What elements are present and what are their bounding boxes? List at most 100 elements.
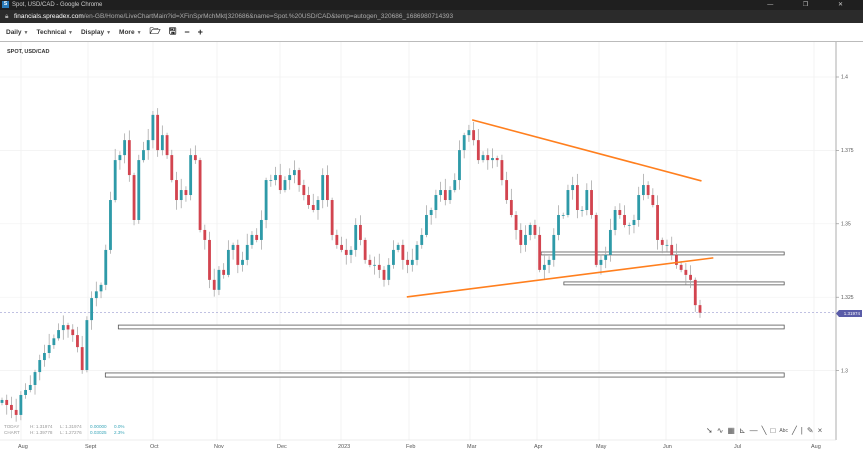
candle-body: [552, 234, 556, 260]
support-resistance-zone: [104, 372, 785, 378]
support-resistance-zone: [563, 281, 785, 286]
url-path: /en-GB/Home/LiveChartMain?id=XFinSprMchM…: [83, 13, 454, 20]
fan-icon[interactable]: ⊾: [738, 426, 746, 435]
candle-body: [646, 185, 650, 196]
line-icon[interactable]: ╱: [791, 426, 797, 435]
candle: [641, 173, 645, 201]
candle: [392, 240, 395, 269]
candle: [368, 254, 372, 268]
candle: [189, 148, 193, 201]
candle-body: [344, 249, 348, 255]
candle: [0, 397, 4, 406]
candle: [467, 124, 471, 142]
candle: [283, 176, 287, 193]
curve-icon[interactable]: ∿: [716, 426, 724, 435]
candle: [236, 239, 240, 274]
candle-body: [354, 224, 358, 250]
lock-icon: 🔒︎: [5, 13, 9, 20]
candle-body: [264, 180, 268, 220]
candle: [604, 246, 608, 269]
interval-menu[interactable]: Daily ▼: [6, 29, 29, 36]
candle-body: [307, 195, 310, 206]
technical-menu[interactable]: Technical ▼: [37, 29, 73, 36]
vertical-line-icon[interactable]: |: [800, 426, 803, 435]
candle-body: [491, 158, 494, 161]
candle-body: [608, 229, 612, 255]
candle-body: [637, 195, 641, 220]
candle-body: [462, 135, 466, 151]
candle: [14, 398, 18, 422]
y-tick-label: 1.325: [841, 295, 854, 301]
address-bar[interactable]: 🔒︎ financials.spreadex.com/en-GB/Home/Li…: [0, 10, 863, 23]
y-tick-label: 1.35: [841, 222, 851, 228]
candle: [90, 291, 94, 330]
last-price-tag: 1.31974: [836, 310, 862, 317]
candle: [373, 256, 376, 275]
candle: [203, 224, 207, 250]
grid-icon[interactable]: ▦: [727, 426, 735, 435]
candle-body: [326, 175, 329, 201]
diagonal-line-icon[interactable]: ╲: [761, 426, 767, 435]
candle-body: [528, 224, 532, 235]
candle: [599, 254, 603, 275]
price-chart[interactable]: Aug Sept Oct Nov Dec 2023 Feb Mar Apr May Jun Jul Au…: [0, 42, 863, 453]
candle-body: [104, 249, 108, 285]
candle-body: [137, 160, 141, 220]
arrow-icon[interactable]: ➘: [706, 426, 713, 435]
candle-body: [387, 264, 391, 280]
candle: [288, 168, 292, 190]
window-title-bar: S Spot, USD/CAD - Google Chrome — ❐ ✕: [0, 0, 863, 10]
caret-down-icon: ▼: [106, 29, 112, 36]
candle: [109, 191, 112, 254]
folder-open-icon[interactable]: 🗁︎: [149, 26, 161, 36]
zoom-out-icon[interactable]: −: [184, 27, 190, 37]
url-host: financials.spreadex.com: [14, 13, 84, 20]
candle: [43, 344, 46, 367]
candle: [656, 195, 659, 250]
candle: [344, 238, 348, 265]
candle-body: [679, 264, 683, 270]
candle: [24, 383, 27, 399]
window-title: Spot, USD/CAD - Google Chrome: [12, 2, 103, 8]
candle: [245, 233, 249, 266]
candle-body: [665, 244, 669, 246]
candle: [321, 168, 325, 209]
candle: [47, 333, 51, 359]
stats-high: H: 1.39778: [30, 430, 53, 435]
candle-body: [283, 180, 287, 191]
y-tick-label: 1.4: [841, 75, 848, 81]
rectangle-icon[interactable]: □: [770, 426, 776, 435]
candle-body: [76, 335, 79, 348]
zoom-in-icon[interactable]: +: [197, 27, 203, 37]
close-icon[interactable]: ×: [817, 426, 823, 435]
window-controls[interactable]: — ❐ ✕: [767, 2, 857, 8]
candle: [363, 237, 367, 264]
candle-body: [396, 244, 400, 250]
candle: [335, 229, 339, 249]
candle-body: [660, 239, 664, 245]
horizontal-line-icon[interactable]: —: [749, 426, 758, 435]
more-menu[interactable]: More ▼: [119, 29, 141, 36]
candle: [472, 121, 476, 146]
candle: [349, 246, 353, 264]
candle: [354, 218, 358, 257]
save-icon[interactable]: 🖫︎: [168, 26, 177, 36]
candle-body: [175, 180, 178, 201]
display-menu[interactable]: Display ▼: [81, 29, 111, 36]
candle-body: [693, 279, 697, 306]
text-icon[interactable]: Abc: [779, 427, 788, 434]
candle-body: [618, 210, 622, 215]
candle-body: [316, 200, 320, 211]
candle-body: [585, 190, 589, 211]
candle-body: [401, 244, 405, 260]
candle-body: [382, 269, 386, 280]
candle-body: [434, 195, 438, 211]
trendline: [471, 119, 702, 182]
pencil-icon[interactable]: ✎: [806, 426, 814, 435]
candle-body: [448, 190, 452, 201]
candle: [76, 326, 79, 353]
candle: [538, 226, 542, 273]
candle-body: [269, 180, 273, 181]
stats-high: H: 1.31974: [30, 424, 53, 429]
candle-body: [429, 210, 433, 215]
